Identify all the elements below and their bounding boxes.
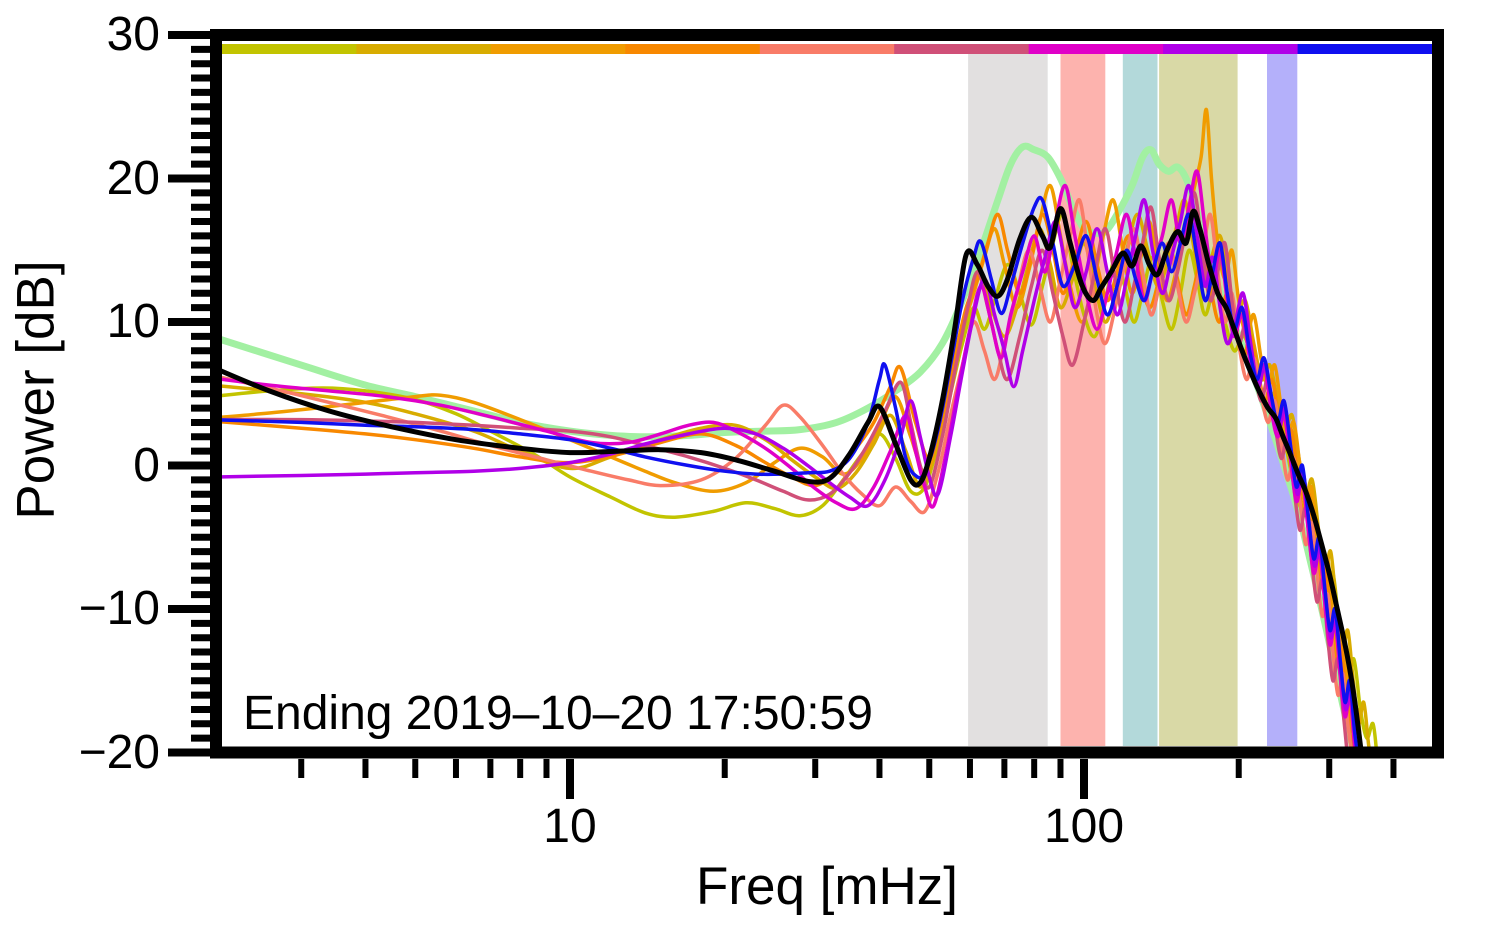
time-segment-bar-5 — [759, 44, 895, 54]
y-axis-title: Power [dB] — [6, 260, 66, 520]
time-segment-bar-3 — [490, 44, 626, 54]
plot-frame — [210, 29, 1444, 759]
y-tick-label: −20 — [78, 725, 160, 779]
time-segment-bar-9 — [1297, 44, 1433, 54]
series-spectrum-6-crimson-line — [222, 191, 1349, 752]
time-segment-bar-1 — [222, 44, 357, 54]
time-segment-bar-8 — [1163, 44, 1299, 54]
time-segment-bar-7 — [1028, 44, 1164, 54]
y-tick-label: 10 — [106, 294, 160, 348]
band-gray — [968, 54, 1048, 746]
x-axis-title: Freq [mHz] — [695, 857, 959, 916]
y-tick-label: −10 — [78, 581, 160, 635]
y-tick-label: 20 — [106, 151, 160, 205]
series-mean-spectrum-line — [222, 206, 1364, 752]
y-tick-label: 0 — [133, 438, 160, 492]
series-spectrum-7-magenta-line — [222, 169, 1358, 752]
x-tick-label: 10 — [543, 800, 597, 853]
band-pink — [1060, 54, 1106, 746]
y-tick-label: 30 — [106, 7, 160, 61]
time-segment-bar-4 — [625, 44, 761, 54]
band-khaki — [1159, 54, 1238, 746]
x-tick-label: 100 — [1043, 800, 1125, 853]
time-segment-bar-2 — [356, 44, 492, 54]
time-segment-bar-6 — [894, 44, 1030, 54]
ending-time-annotation: Ending 2019–10–20 17:50:59 — [243, 687, 873, 740]
